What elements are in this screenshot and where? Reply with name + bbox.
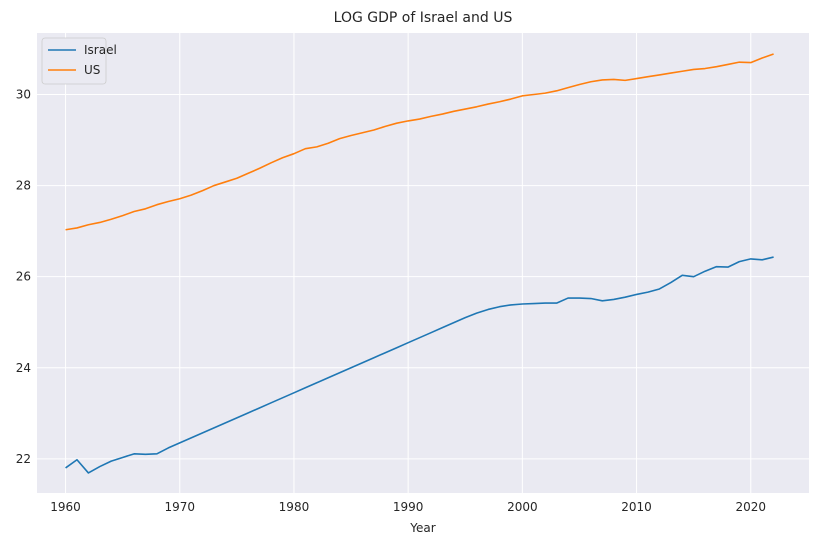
y-tick-label: 30	[16, 87, 31, 101]
series-line-us	[65, 53, 774, 231]
x-tick-label: 1960	[50, 500, 81, 514]
y-tick-label: 22	[16, 452, 31, 466]
y-tick-label: 28	[16, 179, 31, 193]
x-axis-label: Year	[409, 521, 435, 535]
legend-label-us: US	[84, 63, 100, 77]
series-layer	[65, 53, 774, 474]
x-tick-label: 2010	[621, 500, 652, 514]
plot-background	[37, 33, 809, 493]
x-tick-label: 2000	[507, 500, 538, 514]
x-axis-ticks: 1960 1970 1980 1990 2000 2010 2020	[50, 500, 766, 514]
y-tick-label: 26	[16, 270, 31, 284]
legend: Israel US	[41, 37, 117, 85]
chart-title: LOG GDP of Israel and US	[334, 10, 513, 26]
y-tick-label: 24	[16, 361, 31, 375]
legend-label-israel: Israel	[84, 43, 117, 57]
series-line-israel	[65, 256, 774, 474]
x-tick-label: 1970	[164, 500, 195, 514]
x-tick-label: 2020	[735, 500, 766, 514]
y-axis-ticks: 22 24 26 28 30	[16, 87, 31, 465]
x-tick-label: 1990	[393, 500, 424, 514]
x-tick-label: 1980	[279, 500, 310, 514]
